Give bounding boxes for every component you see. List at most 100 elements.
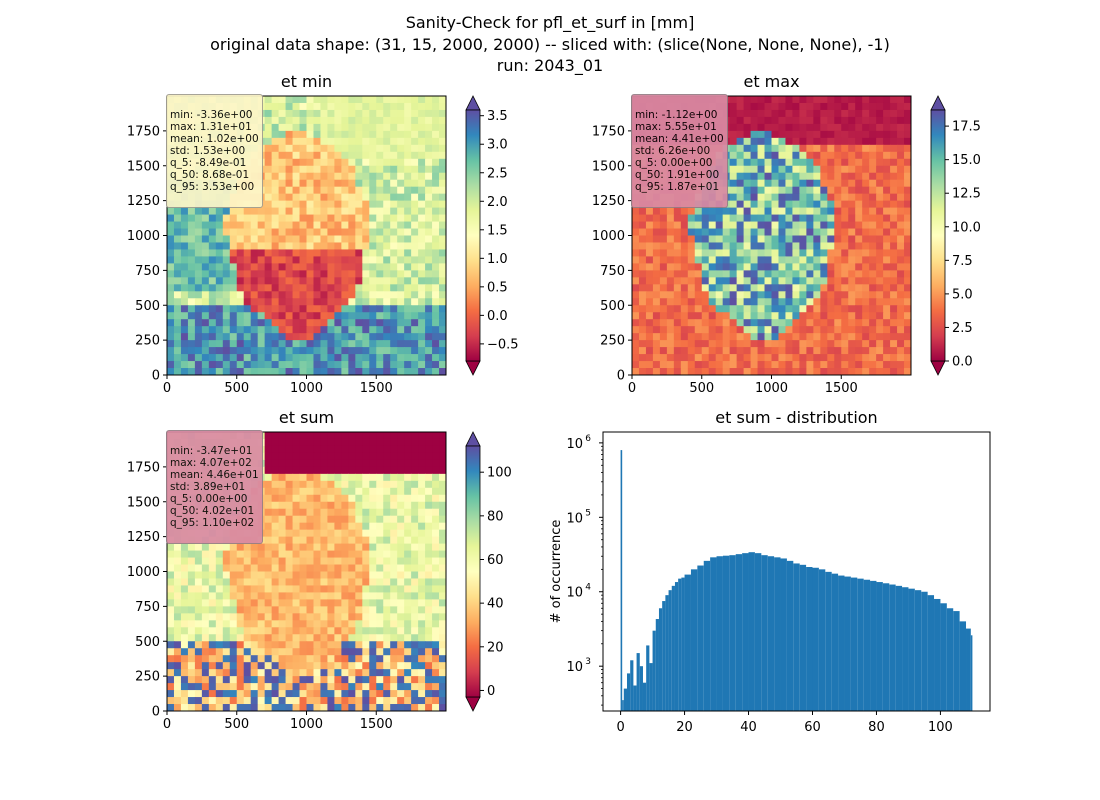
- histogram-bar: [716, 556, 723, 711]
- histogram-bar: [658, 608, 663, 711]
- y-tick-label: 1500: [127, 159, 160, 174]
- histogram-bar: [681, 577, 685, 711]
- histogram-bar: [934, 598, 941, 711]
- histogram-bar: [735, 554, 743, 711]
- histogram-bar: [710, 557, 717, 711]
- y-tick-label: 1750: [127, 124, 160, 139]
- stat-q5: q_5: 0.00e+00: [170, 493, 248, 505]
- histogram-bar: [665, 595, 669, 711]
- histogram-bar: [780, 558, 787, 711]
- y-tick-label: 1000: [592, 229, 625, 244]
- colorbar-tick-label: 1.5: [487, 223, 508, 238]
- histogram-bar: [825, 571, 832, 711]
- y-tick-label: 1250: [127, 194, 160, 209]
- colorbar-tick-label: 1.0: [487, 252, 508, 267]
- histogram-bar: [831, 573, 839, 711]
- stat-q50: q_50: 8.68e-01: [170, 169, 250, 181]
- panel-title-et-max: et max: [743, 72, 800, 91]
- stat-q95: q_95: 1.10e+02: [170, 517, 255, 529]
- colorbar-tick-label: 2.5: [487, 166, 508, 181]
- colorbar-tick-label: 7.5: [952, 254, 973, 269]
- stat-q95: q_95: 3.53e+00: [170, 181, 255, 193]
- stat-max: max: 1.31e+01: [170, 121, 252, 133]
- colorbar-tick-label: 15.0: [952, 153, 981, 168]
- histogram-bar: [622, 700, 624, 711]
- histogram-bar: [655, 619, 659, 711]
- x-tick-label: 60: [804, 720, 821, 735]
- stat-q50: q_50: 4.02e+01: [170, 505, 255, 517]
- colorbar-tick-label: 12.5: [952, 187, 981, 202]
- colorbar: [930, 109, 946, 362]
- stat-q95: q_95: 1.87e+01: [635, 181, 720, 193]
- colorbar-tick-label: 3.5: [487, 109, 508, 124]
- colorbar-tick-label: 80: [487, 509, 504, 524]
- colorbar-tick-label: 17.5: [952, 120, 981, 135]
- colorbar-tick-label: −0.5: [487, 337, 519, 352]
- colorbar-tick-label: 0.0: [952, 355, 973, 370]
- histogram-bar: [838, 575, 845, 711]
- y-tick-label: 750: [600, 264, 625, 279]
- histogram-bar: [927, 595, 935, 711]
- histogram-bar: [959, 621, 967, 711]
- histogram-bar: [850, 577, 858, 711]
- y-tick-label: 1250: [127, 530, 160, 545]
- x-tick-label: 1500: [360, 717, 393, 732]
- colorbar-extend-bottom: [465, 360, 481, 376]
- stat-min: min: -3.47e+01: [170, 445, 253, 457]
- stats-box-et-min: min: -3.36e+00 max: 1.31e+01 mean: 1.02e+0…: [166, 94, 263, 208]
- histogram-bar: [970, 635, 973, 711]
- histogram-bar: [671, 585, 675, 711]
- histogram-bar: [662, 601, 666, 711]
- stat-q5: q_5: -8.49e-01: [170, 157, 247, 169]
- histogram-bar: [895, 585, 903, 711]
- x-tick-label: 0: [628, 381, 636, 396]
- histogram-bar: [652, 630, 656, 711]
- y-tick-label: 1250: [592, 194, 625, 209]
- histogram-bar: [729, 555, 736, 711]
- y-tick-label: 250: [600, 334, 625, 349]
- histogram-bar: [703, 560, 711, 711]
- stat-std: std: 3.89e+01: [170, 481, 246, 493]
- histogram-bar: [636, 653, 640, 711]
- y-tick-label: 1000: [127, 565, 160, 580]
- y-tick-label: 500: [135, 299, 160, 314]
- histogram-bar: [697, 565, 704, 711]
- colorbar-extend-bottom: [930, 360, 946, 376]
- histogram-bar: [818, 569, 826, 711]
- histogram-bar: [767, 556, 775, 711]
- y-axis-label: # of occurrence: [549, 520, 564, 624]
- histogram-bar: [966, 628, 971, 711]
- x-tick-label: 20: [676, 720, 693, 735]
- colorbar-extend-bottom: [465, 696, 481, 712]
- y-tick-label: 0: [152, 705, 160, 720]
- y-tick-label: 0: [617, 369, 625, 384]
- stat-mean: mean: 4.41e+00: [635, 133, 724, 145]
- histogram-bar: [857, 578, 864, 711]
- x-tick-label: 500: [224, 381, 249, 396]
- histogram-bar: [690, 569, 698, 711]
- histogram-bar: [684, 574, 691, 711]
- histogram-bar: [940, 603, 947, 711]
- histogram-bar: [623, 688, 627, 711]
- histogram-bar: [908, 588, 915, 711]
- y-tick-label: 1500: [592, 159, 625, 174]
- histogram-bar: [870, 580, 877, 711]
- histogram-bar: [786, 560, 794, 711]
- colorbar-tick-label: 10.0: [952, 220, 981, 235]
- histogram-bar: [844, 576, 851, 711]
- stat-std: std: 1.53e+00: [170, 145, 246, 157]
- colorbar-tick-label: 2.0: [487, 195, 508, 210]
- figure-title-line-2: original data shape: (31, 15, 2000, 2000…: [210, 35, 890, 54]
- stat-mean: mean: 1.02e+00: [170, 133, 259, 145]
- histogram-axes-frame: [602, 431, 991, 712]
- histogram-bar: [914, 590, 922, 711]
- y-tick-exponent: 6: [585, 434, 591, 444]
- histogram-bar: [742, 553, 749, 711]
- figure-title-line-1: Sanity-Check for pfl_et_surf in [mm]: [405, 13, 695, 32]
- histogram-bar: [876, 582, 883, 711]
- x-tick-label: 1000: [755, 381, 788, 396]
- x-tick-label: 80: [868, 720, 885, 735]
- histogram-bar: [722, 555, 730, 711]
